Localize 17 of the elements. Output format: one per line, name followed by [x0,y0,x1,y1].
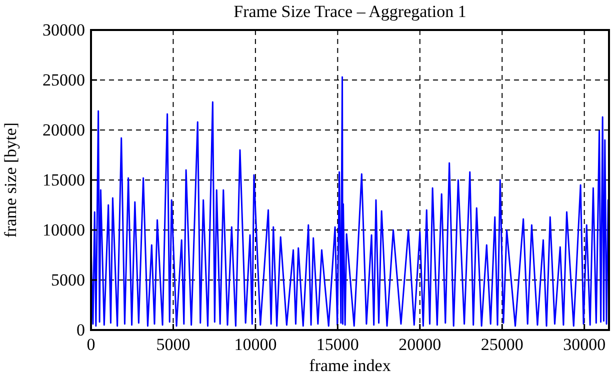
x-tick-label: 20000 [398,335,442,354]
y-tick-label: 5000 [51,270,85,290]
y-tick-label: 15000 [42,170,85,190]
y-tick-label: 25000 [42,70,85,90]
x-tick-label: 30000 [563,335,606,354]
line-series [90,76,610,327]
x-axis-title: frame index [309,356,392,375]
y-tick-label: 30000 [42,20,85,40]
y-tick-label: 0 [76,320,85,340]
x-tick-label: 10000 [234,335,277,354]
x-tick-label: 15000 [316,335,359,354]
y-tick-label: 10000 [42,220,85,240]
chart-title: Frame Size Trace – Aggregation 1 [234,2,466,21]
y-axis-title: frame size [byte] [1,122,20,238]
y-tick-label: 20000 [42,120,85,140]
x-tick-label: 25000 [480,335,524,354]
x-tick-label: 5000 [156,335,190,354]
